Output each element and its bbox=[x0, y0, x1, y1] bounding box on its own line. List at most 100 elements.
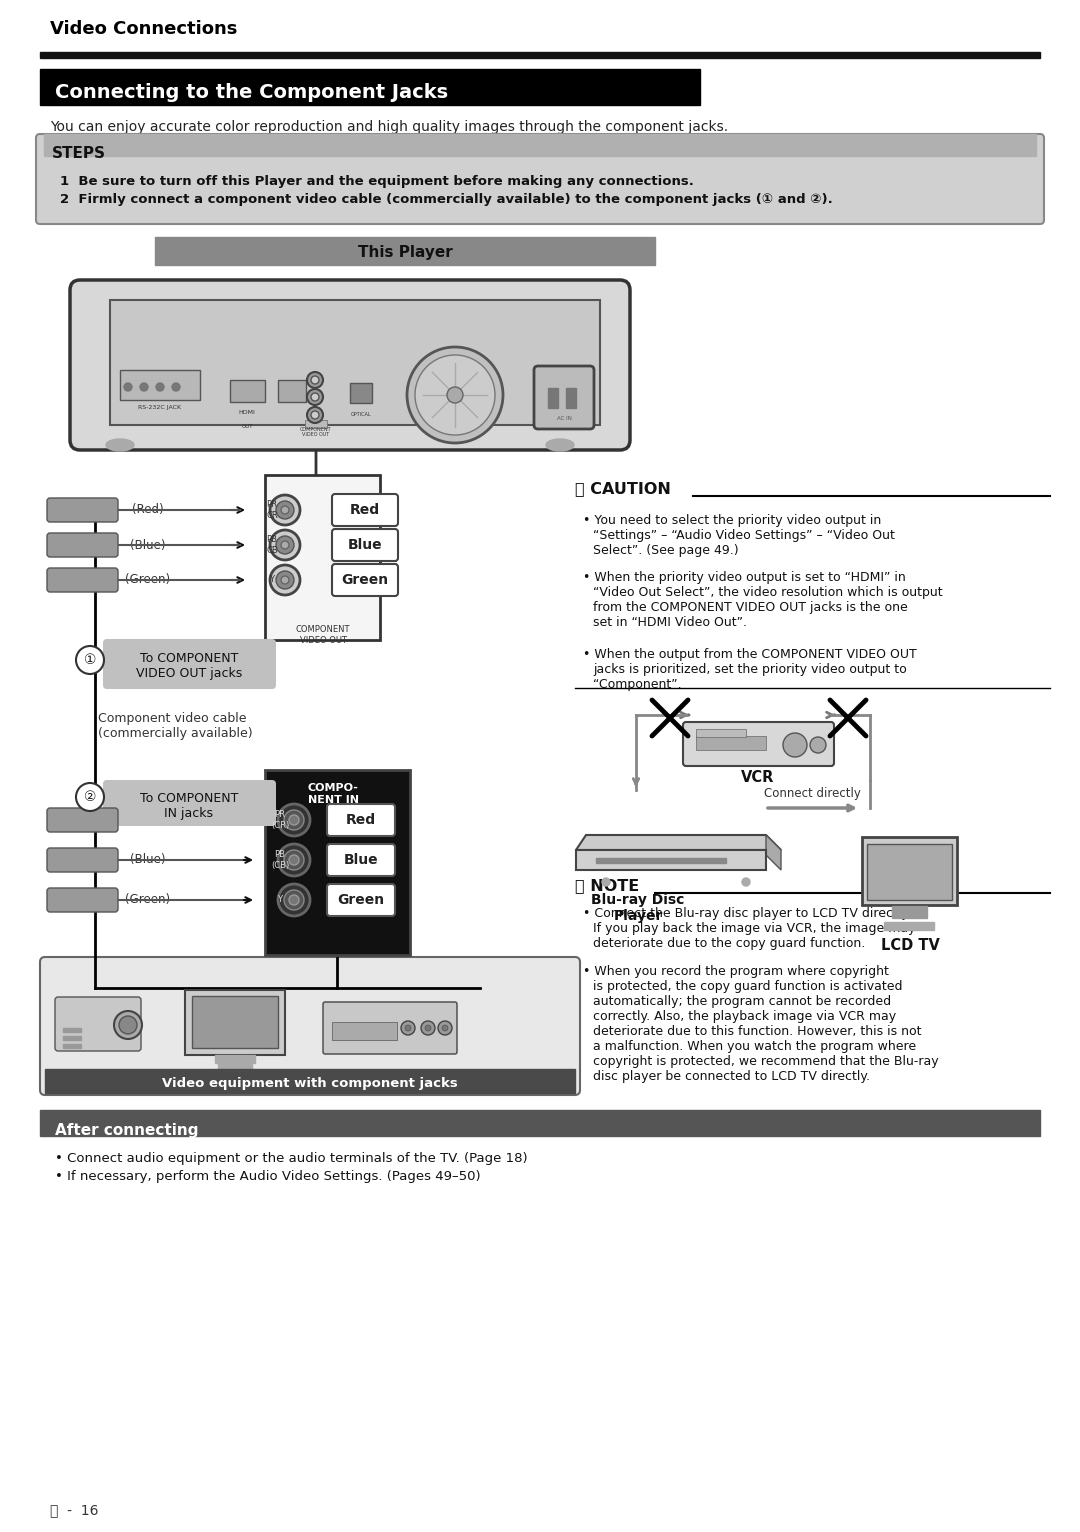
Circle shape bbox=[278, 804, 310, 836]
Bar bbox=[185, 990, 285, 1056]
FancyBboxPatch shape bbox=[48, 807, 118, 832]
Text: ②: ② bbox=[84, 791, 96, 804]
Text: This Player: This Player bbox=[357, 245, 453, 260]
Bar bbox=[305, 420, 327, 427]
Text: After connecting: After connecting bbox=[55, 1123, 199, 1137]
FancyBboxPatch shape bbox=[48, 849, 118, 872]
Text: OPTICAL: OPTICAL bbox=[351, 412, 372, 418]
FancyBboxPatch shape bbox=[48, 533, 118, 558]
Text: OUT: OUT bbox=[241, 423, 253, 429]
FancyBboxPatch shape bbox=[683, 722, 834, 766]
Circle shape bbox=[172, 383, 180, 391]
Text: • When the output from the COMPONENT VIDEO OUT: • When the output from the COMPONENT VID… bbox=[583, 648, 917, 660]
Text: (Blue): (Blue) bbox=[131, 853, 165, 867]
Bar bbox=[867, 844, 951, 899]
Circle shape bbox=[76, 647, 104, 674]
Text: • When the priority video output is set to “HDMI” in: • When the priority video output is set … bbox=[583, 571, 906, 584]
Circle shape bbox=[289, 895, 299, 905]
Text: “Component”.: “Component”. bbox=[593, 679, 681, 691]
Text: deteriorate due to this function. However, this is not: deteriorate due to this function. Howeve… bbox=[593, 1025, 921, 1039]
Text: Video equipment with component jacks: Video equipment with component jacks bbox=[162, 1077, 458, 1089]
Circle shape bbox=[124, 383, 132, 391]
Circle shape bbox=[156, 383, 164, 391]
Bar bbox=[596, 858, 726, 863]
Text: copyright is protected, we recommend that the Blu-ray: copyright is protected, we recommend tha… bbox=[593, 1056, 939, 1068]
Bar bbox=[576, 850, 766, 870]
Circle shape bbox=[307, 389, 323, 404]
Text: • Connect audio equipment or the audio terminals of the TV. (Page 18): • Connect audio equipment or the audio t… bbox=[55, 1152, 528, 1164]
Circle shape bbox=[284, 890, 303, 910]
Bar bbox=[566, 388, 576, 408]
Text: Blu-ray Disc
Player: Blu-ray Disc Player bbox=[592, 893, 685, 924]
FancyBboxPatch shape bbox=[55, 997, 141, 1051]
Text: deteriorate due to the copy guard function.: deteriorate due to the copy guard functi… bbox=[593, 938, 865, 950]
Circle shape bbox=[447, 388, 463, 403]
FancyBboxPatch shape bbox=[48, 498, 118, 522]
Text: • If necessary, perform the Audio Video Settings. (Pages 49–50): • If necessary, perform the Audio Video … bbox=[55, 1170, 481, 1183]
Text: (Red): (Red) bbox=[132, 813, 164, 826]
Text: Y: Y bbox=[270, 576, 274, 585]
Text: 👋 CAUTION: 👋 CAUTION bbox=[575, 481, 671, 496]
Text: Connecting to the Component Jacks: Connecting to the Component Jacks bbox=[55, 84, 448, 103]
FancyBboxPatch shape bbox=[332, 493, 399, 525]
Circle shape bbox=[783, 732, 807, 757]
Circle shape bbox=[415, 355, 495, 435]
Text: Y: Y bbox=[278, 896, 283, 904]
Bar bbox=[862, 836, 957, 905]
Bar bbox=[278, 380, 306, 401]
Bar bbox=[265, 771, 410, 954]
FancyBboxPatch shape bbox=[70, 280, 630, 450]
FancyBboxPatch shape bbox=[332, 564, 399, 596]
Bar bbox=[63, 1036, 81, 1040]
Circle shape bbox=[140, 383, 148, 391]
FancyBboxPatch shape bbox=[103, 780, 276, 826]
Text: 2  Firmly connect a component video cable (commercially available) to the compon: 2 Firmly connect a component video cable… bbox=[60, 193, 833, 205]
Circle shape bbox=[276, 536, 294, 555]
FancyBboxPatch shape bbox=[36, 133, 1044, 224]
Text: PR
CR: PR CR bbox=[266, 501, 278, 519]
Bar bbox=[230, 380, 265, 401]
Bar bbox=[40, 1111, 1040, 1137]
FancyBboxPatch shape bbox=[40, 958, 580, 1095]
Text: Green: Green bbox=[341, 573, 389, 587]
Circle shape bbox=[281, 576, 289, 584]
Circle shape bbox=[311, 394, 319, 401]
Text: TV: TV bbox=[226, 1069, 245, 1083]
Text: 📄 NOTE: 📄 NOTE bbox=[575, 878, 639, 893]
Text: PR
(CR): PR (CR) bbox=[271, 810, 289, 830]
Text: (Green): (Green) bbox=[125, 573, 171, 587]
Text: disc player be connected to LCD TV directly.: disc player be connected to LCD TV direc… bbox=[593, 1069, 870, 1083]
FancyBboxPatch shape bbox=[48, 568, 118, 591]
Bar bbox=[696, 729, 746, 737]
FancyBboxPatch shape bbox=[323, 1002, 457, 1054]
Circle shape bbox=[307, 372, 323, 388]
Bar bbox=[63, 1028, 81, 1033]
Circle shape bbox=[421, 1020, 435, 1036]
Text: RS-232C JACK: RS-232C JACK bbox=[138, 406, 181, 411]
Circle shape bbox=[311, 411, 319, 418]
Text: correctly. Also, the playback image via VCR may: correctly. Also, the playback image via … bbox=[593, 1010, 896, 1023]
Circle shape bbox=[270, 495, 300, 525]
Bar bbox=[350, 383, 372, 403]
Circle shape bbox=[76, 783, 104, 810]
Text: from the COMPONENT VIDEO OUT jacks is the one: from the COMPONENT VIDEO OUT jacks is th… bbox=[593, 601, 908, 614]
Circle shape bbox=[270, 565, 300, 594]
Text: a malfunction. When you watch the program where: a malfunction. When you watch the progra… bbox=[593, 1040, 916, 1052]
Bar bbox=[120, 371, 200, 400]
Text: Connect directly: Connect directly bbox=[764, 787, 861, 800]
FancyBboxPatch shape bbox=[327, 884, 395, 916]
Bar bbox=[110, 300, 600, 424]
Text: AC IN: AC IN bbox=[556, 415, 571, 420]
Text: (Red): (Red) bbox=[132, 504, 164, 516]
Circle shape bbox=[114, 1011, 141, 1039]
Text: is protected, the copy guard function is activated: is protected, the copy guard function is… bbox=[593, 980, 903, 993]
Circle shape bbox=[284, 810, 303, 830]
Bar bbox=[696, 735, 766, 751]
Text: jacks is prioritized, set the priority video output to: jacks is prioritized, set the priority v… bbox=[593, 663, 907, 676]
Text: If you play back the image via VCR, the image may: If you play back the image via VCR, the … bbox=[593, 922, 916, 935]
Circle shape bbox=[289, 855, 299, 866]
Text: set in “HDMI Video Out”.: set in “HDMI Video Out”. bbox=[593, 616, 747, 630]
Bar bbox=[548, 388, 558, 408]
Bar bbox=[892, 905, 927, 918]
Text: COMPO-
NENT IN: COMPO- NENT IN bbox=[308, 783, 359, 804]
